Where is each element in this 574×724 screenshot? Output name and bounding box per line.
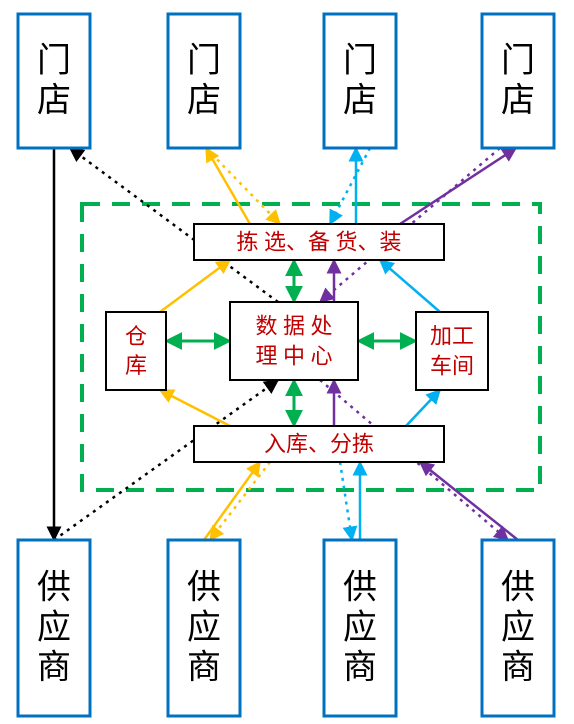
flow-orange-8 [210,462,270,540]
supplier-0-char-2: 商 [37,649,71,687]
store-3-char-1: 店 [501,82,535,120]
flow-cyan-13 [330,148,370,224]
flow-orange-6 [206,148,250,224]
label-warehouse-0: 仓 [125,324,147,349]
supplier-2-char-1: 应 [343,609,377,647]
store-0-char-0: 门 [37,41,71,79]
store-1-char-0: 门 [187,41,221,79]
store-0-char-1: 店 [37,82,71,120]
flow-cyan-11 [380,260,440,312]
label-center-line-1: 理 中 心 [255,343,332,368]
flow-orange-5 [160,260,230,312]
store-3 [482,14,554,148]
supplier-1-char-1: 应 [187,609,221,647]
supplier-3-char-0: 供 [501,569,535,606]
supplier-1-char-0: 供 [187,569,221,606]
supplier-0-char-0: 供 [37,569,71,606]
label-workshop-line-0: 加工 [430,324,474,349]
label-inbound: 入库、分拣 [264,432,374,457]
flow-cyan-14 [340,462,352,540]
flow-orange-4 [160,390,230,426]
supplier-3-char-2: 商 [501,649,535,687]
flow-diagram: 门店门店门店门店供应商供应商供应商供应商拣 选、备 货、装仓库数 据 处理 中 … [0,0,574,724]
supplier-0-char-1: 应 [37,609,71,647]
flow-purple-18 [400,148,516,224]
label-workshop-line-1: 车间 [430,353,474,378]
supplier-2-char-0: 供 [343,569,377,606]
store-3-char-0: 门 [501,41,535,79]
store-1-char-1: 店 [187,82,221,120]
label-warehouse-1: 库 [125,353,147,378]
store-0 [18,14,90,148]
supplier-3-char-1: 应 [501,609,535,647]
supplier-1-char-2: 商 [187,649,221,687]
label-center-line-0: 数 据 处 [255,314,332,339]
supplier-2-char-2: 商 [343,649,377,687]
store-2-char-1: 店 [343,82,377,120]
store-2 [324,14,396,148]
flow-orange-3 [204,462,260,540]
flow-cyan-10 [406,390,440,426]
label-picking: 拣 选、备 货、装 [236,230,401,255]
flow-purple-15 [420,462,518,540]
store-1 [168,14,240,148]
store-2-char-0: 门 [343,41,377,79]
